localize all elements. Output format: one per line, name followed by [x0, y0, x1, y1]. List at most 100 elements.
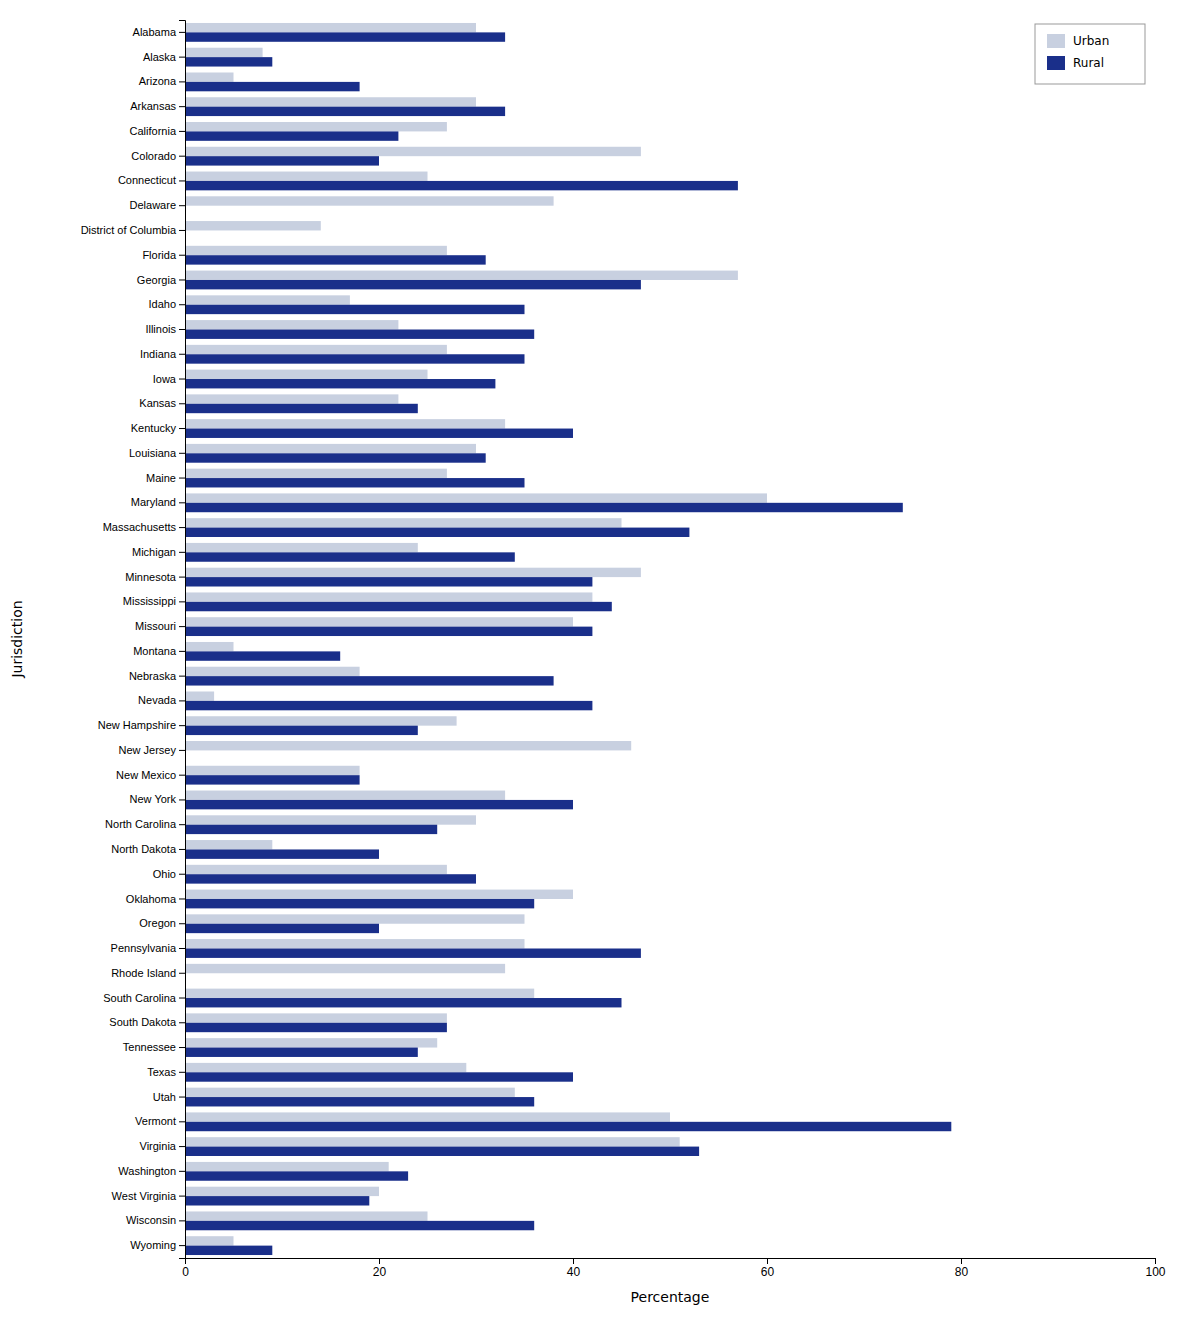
y-tick: Nevada — [138, 694, 185, 706]
y-tick: Ohio — [153, 868, 185, 880]
y-tick-label: Wyoming — [130, 1239, 176, 1251]
y-tick-label: Delaware — [130, 199, 176, 211]
bar — [185, 57, 272, 66]
y-tick-label: Kansas — [139, 397, 176, 409]
bar — [185, 370, 428, 379]
y-tick: Tennessee — [123, 1041, 185, 1053]
y-tick-mark — [179, 403, 185, 404]
bar — [185, 255, 486, 264]
y-tick: Missouri — [135, 620, 185, 632]
bar — [185, 1196, 369, 1205]
y-tick: Connecticut — [118, 174, 185, 186]
bar — [185, 726, 418, 735]
bar — [185, 825, 437, 834]
bar — [185, 429, 573, 438]
bar — [185, 1246, 272, 1255]
y-tick: Arizona — [139, 75, 185, 87]
bar — [185, 1063, 466, 1072]
bar — [185, 295, 350, 304]
y-tick: Kentucky — [131, 422, 185, 434]
bar — [185, 766, 360, 775]
x-tick-mark — [573, 1258, 574, 1264]
y-tick-label: District of Columbia — [81, 224, 177, 236]
bar — [185, 528, 689, 537]
y-tick: Delaware — [130, 199, 185, 211]
bar — [185, 775, 360, 784]
x-tick: 20 — [373, 1258, 387, 1279]
y-tick-mark — [179, 898, 185, 899]
bar — [185, 478, 525, 487]
y-tick-mark — [179, 329, 185, 330]
y-tick-mark — [179, 725, 185, 726]
y-tick-mark — [179, 923, 185, 924]
y-tick-label: Massachusetts — [103, 521, 177, 533]
bar — [185, 840, 272, 849]
y-tick: Maine — [146, 472, 185, 484]
y-tick: Alaska — [143, 51, 185, 63]
bar — [185, 1236, 234, 1245]
bar — [185, 1147, 699, 1156]
bar — [185, 1072, 573, 1081]
bar — [185, 602, 612, 611]
y-tick-mark — [179, 799, 185, 800]
y-tick-mark — [179, 1245, 185, 1246]
bar — [185, 122, 447, 131]
bar — [185, 330, 534, 339]
bar — [185, 72, 234, 81]
x-axis-line — [186, 1259, 1156, 1265]
x-tick-label: 60 — [761, 1265, 775, 1279]
y-tick-mark — [179, 180, 185, 181]
y-tick: New York — [130, 793, 185, 805]
bar — [185, 1211, 428, 1220]
series-bars — [185, 23, 767, 1246]
y-tick: Nebraska — [129, 670, 185, 682]
y-tick-mark — [179, 577, 185, 578]
y-tick-label: Arizona — [139, 75, 177, 87]
bar — [185, 849, 379, 858]
bar — [185, 998, 622, 1007]
y-tick-label: Connecticut — [118, 174, 176, 186]
bar — [185, 444, 476, 453]
y-tick: South Carolina — [103, 992, 185, 1004]
bar — [185, 667, 360, 676]
y-tick-mark — [179, 1121, 185, 1122]
y-tick-label: Indiana — [140, 348, 177, 360]
y-tick: North Carolina — [105, 818, 185, 830]
bar — [185, 181, 738, 190]
y-tick-label: Idaho — [148, 298, 176, 310]
bar — [185, 676, 554, 685]
y-tick-label: New Jersey — [119, 744, 177, 756]
y-tick-label: Utah — [153, 1091, 176, 1103]
x-tick: 40 — [567, 1258, 581, 1279]
y-tick-label: Pennsylvania — [111, 942, 177, 954]
bar — [185, 221, 321, 230]
bar — [185, 1097, 534, 1106]
y-tick-mark — [179, 626, 185, 627]
y-tick-label: California — [130, 125, 177, 137]
bar — [185, 592, 592, 601]
y-tick-mark — [179, 527, 185, 528]
y-tick-mark — [179, 304, 185, 305]
y-tick-mark — [179, 1047, 185, 1048]
y-axis-line — [179, 21, 186, 1259]
y-tick-label: Tennessee — [123, 1041, 176, 1053]
x-tick: 100 — [1145, 1258, 1165, 1279]
y-tick-label: Nevada — [138, 694, 177, 706]
y-tick-label: Texas — [147, 1066, 176, 1078]
bar — [185, 890, 573, 899]
y-tick-mark — [179, 601, 185, 602]
x-tick: 80 — [955, 1258, 969, 1279]
y-axis-title: Jurisdiction — [9, 600, 25, 678]
bar — [185, 914, 525, 923]
x-tick-mark — [1155, 1258, 1156, 1264]
legend-item: Rural — [1047, 56, 1104, 70]
y-tick-label: New Mexico — [116, 769, 176, 781]
plot-area: 020406080100AlabamaAlaskaArizonaArkansas… — [81, 21, 1166, 1279]
y-tick-label: Oklahoma — [126, 893, 177, 905]
bar — [185, 577, 592, 586]
bar — [185, 568, 641, 577]
bar — [185, 320, 398, 329]
y-tick: Georgia — [137, 274, 185, 286]
y-tick: Louisiana — [129, 447, 185, 459]
bar — [185, 924, 379, 933]
